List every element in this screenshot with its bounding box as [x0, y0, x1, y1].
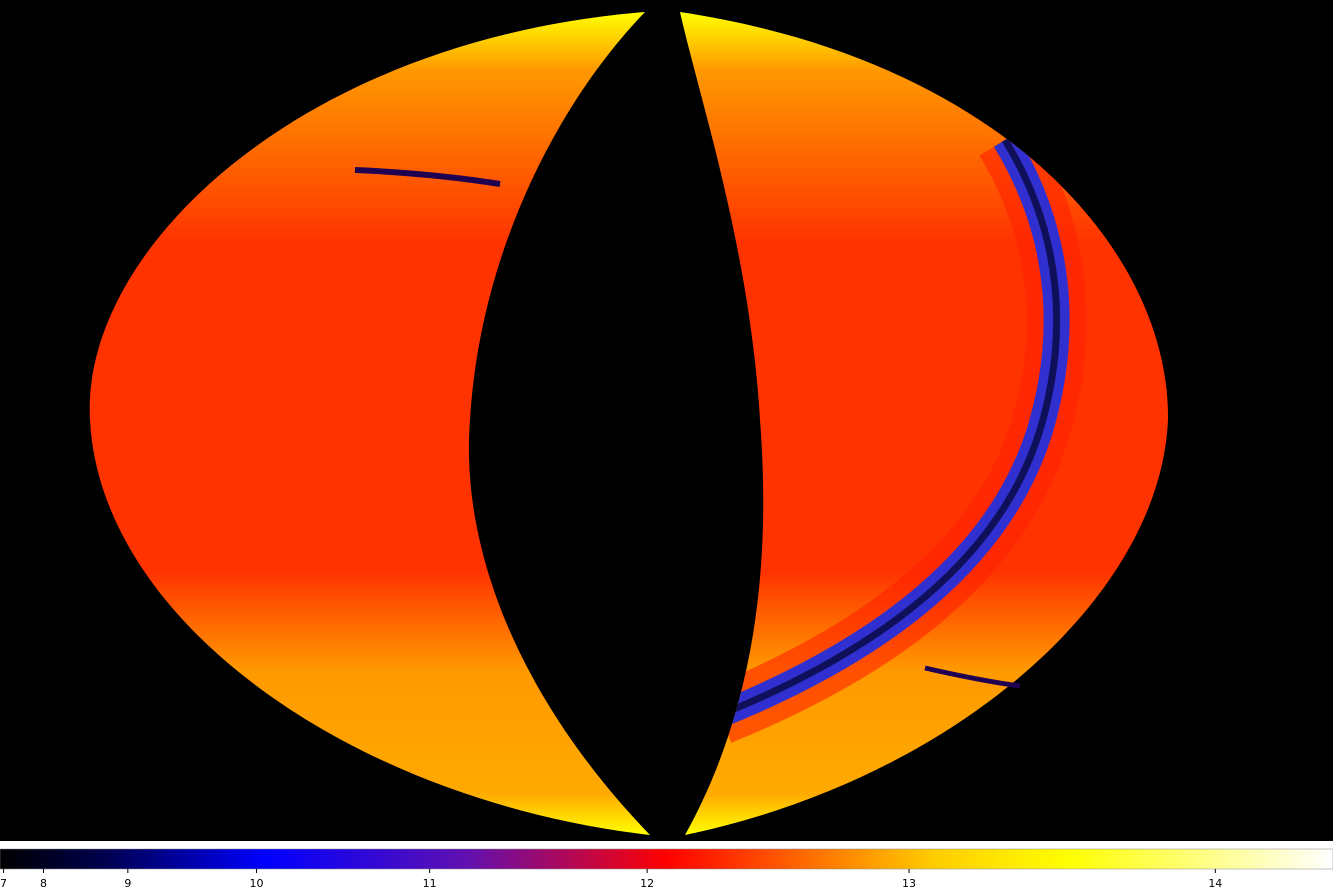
colorbar-ticks: 7 8 9 10 11 12 13 14: [0, 869, 1222, 890]
tick-label: 12: [640, 877, 654, 890]
colorbar: [0, 848, 1333, 870]
left-hemisphere: [89, 12, 650, 835]
tick-label: 9: [124, 877, 131, 890]
dark-streak: [924, 665, 1021, 689]
tick-label: 13: [902, 877, 916, 890]
tick-label: 7: [0, 877, 7, 890]
dark-streak: [354, 167, 501, 187]
tick-label: 8: [40, 877, 47, 890]
galactic-band: [708, 124, 1087, 743]
tick-label: 10: [250, 877, 264, 890]
tick-label: 11: [423, 877, 437, 890]
tick-label: 14: [1208, 877, 1222, 890]
